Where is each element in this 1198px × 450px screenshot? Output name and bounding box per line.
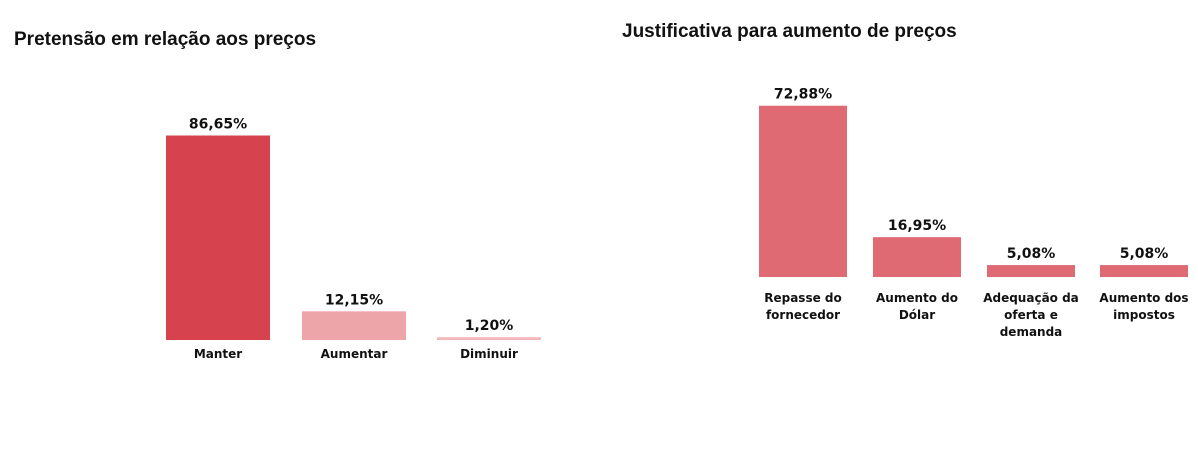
reason-category-line: impostos	[1113, 308, 1175, 322]
reason-value-label-aumento-dos-impostos: 5,08%	[1120, 246, 1169, 262]
reason-category-label-aumento-do-dolar: Aumento do Dólar	[876, 291, 958, 322]
intention-value-label-manter: 86,65%	[189, 117, 247, 133]
reason-value-label-repasse-do-fornecedor: 72,88%	[774, 87, 832, 103]
reason-category-label-aumento-dos-impostos: Aumento dos impostos	[1099, 291, 1188, 322]
intention-value-label-aumentar: 12,15%	[325, 292, 383, 308]
intention-category-line: Manter	[194, 347, 242, 361]
reason-category-label-repasse-do-fornecedor: Repasse do fornecedor	[764, 291, 842, 322]
reason-category-line: Adequação da	[983, 291, 1079, 305]
reason-category-line: Aumento dos	[1099, 291, 1188, 305]
intention-category-line: Aumentar	[321, 347, 388, 361]
intention-value-label-diminuir: 1,20%	[465, 318, 514, 334]
chart-title-price-intention: Pretensão em relação aos preços	[14, 29, 317, 50]
reason-category-line: Aumento do	[876, 291, 958, 305]
intention-bar-manter	[166, 135, 270, 340]
reason-category-line: demanda	[1000, 325, 1063, 339]
intention-category-label-aumentar: Aumentar	[321, 347, 388, 361]
reason-category-line: oferta e	[1004, 308, 1058, 322]
reason-bar-repasse-do-fornecedor	[759, 105, 847, 278]
reason-value-label-adequacao-da-oferta-e-demanda: 5,08%	[1007, 246, 1056, 262]
reason-value-label-aumento-do-dolar: 16,95%	[888, 218, 946, 234]
reason-category-line: Dólar	[899, 308, 935, 322]
intention-category-label-manter: Manter	[194, 347, 242, 361]
intention-bar-aumentar	[302, 311, 406, 340]
intention-category-label-diminuir: Diminuir	[460, 347, 518, 361]
reason-category-label-adequacao-da-oferta-e-demanda: Adequação da oferta e demanda	[983, 291, 1079, 339]
reason-category-line: fornecedor	[766, 308, 840, 322]
reason-category-line: Repasse do	[764, 291, 842, 305]
intention-category-line: Diminuir	[460, 347, 518, 361]
intention-bar-diminuir	[437, 337, 541, 340]
reason-bar-aumento-do-dolar	[873, 237, 961, 277]
chart-title-price-increase-reason: Justificativa para aumento de preços	[622, 21, 957, 42]
reason-bar-adequacao-da-oferta-e-demanda	[987, 265, 1075, 277]
reason-bar-aumento-dos-impostos	[1100, 265, 1188, 277]
